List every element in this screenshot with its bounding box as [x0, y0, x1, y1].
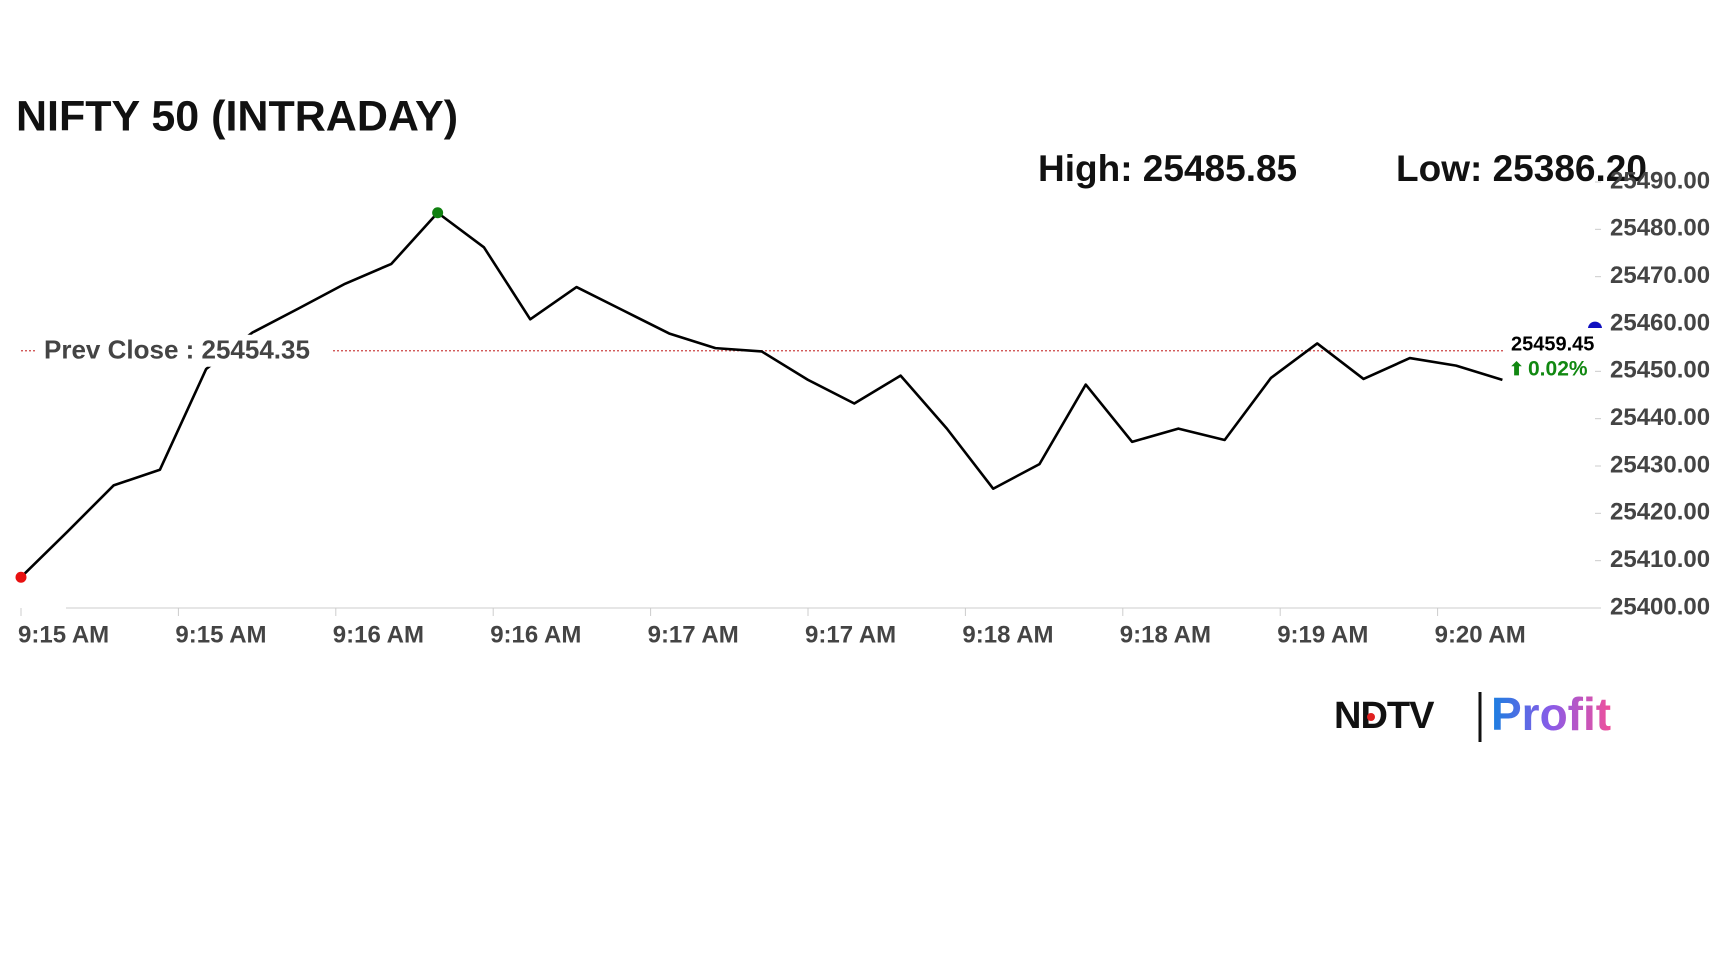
y-tick-label: 25410.00: [1610, 546, 1710, 573]
prev-close-bg: [36, 334, 332, 367]
x-tick-label: 9:19 AM: [1277, 621, 1368, 648]
low-label: Low: 25386.20: [1396, 148, 1647, 189]
change-label: 0.02%: [1528, 358, 1588, 381]
x-tick-label: 9:15 AM: [175, 621, 266, 648]
logo-ndtv: NDTV: [1334, 695, 1435, 737]
y-tick-label: 25490.00: [1610, 167, 1710, 194]
y-tick-label: 25440.00: [1610, 404, 1710, 431]
x-tick-label: 9:17 AM: [648, 621, 739, 648]
last-label: 25459.45: [1511, 333, 1594, 355]
chart-title: NIFTY 50 (INTRADAY): [16, 92, 458, 140]
start-marker: [15, 571, 27, 583]
y-tick-label: 25460.00: [1610, 309, 1710, 336]
x-tick-label: 9:18 AM: [962, 621, 1053, 648]
x-tick-label: 9:16 AM: [490, 621, 581, 648]
x-tick-label: 9:20 AM: [1435, 621, 1526, 648]
y-tick-label: 25400.00: [1610, 593, 1710, 620]
x-tick-label: 9:16 AM: [333, 621, 424, 648]
high-label: High: 25485.85: [1038, 148, 1297, 189]
x-tick-label: 9:18 AM: [1120, 621, 1211, 648]
price-line: [20, 211, 1503, 579]
change-arrow: ⬆: [1509, 359, 1524, 379]
prev-close-label: Prev Close : 25454.35: [44, 335, 310, 365]
y-tick-label: 25430.00: [1610, 451, 1710, 478]
y-tick-label: 25420.00: [1610, 499, 1710, 526]
y-tick-label: 25450.00: [1610, 357, 1710, 384]
y-tick-label: 25480.00: [1610, 215, 1710, 242]
y-tick-label: 25470.00: [1610, 262, 1710, 289]
x-tick-label: 9:15 AM: [18, 621, 109, 648]
x-tick-label: 9:17 AM: [805, 621, 896, 648]
last-marker: [1588, 321, 1602, 328]
logo-profit: Profit: [1491, 688, 1611, 740]
logo-dot: [1367, 713, 1375, 721]
high-marker: [432, 207, 444, 219]
